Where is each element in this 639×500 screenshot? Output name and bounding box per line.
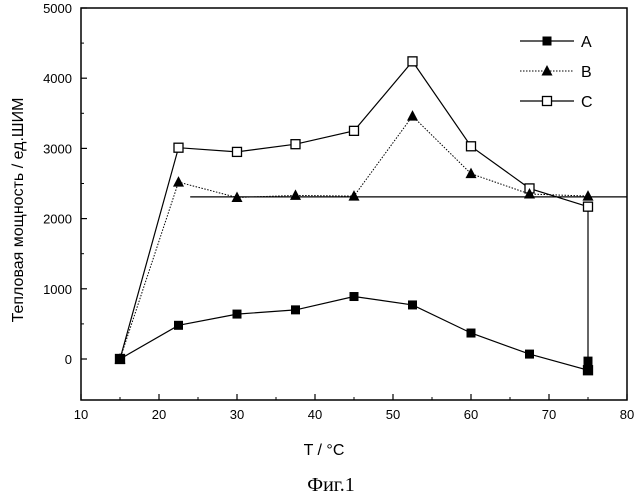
- series-a-point: [349, 292, 359, 302]
- y-tick-label: 1000: [43, 282, 72, 297]
- series-c-point: [407, 56, 418, 67]
- x-ticks: 10 20 30 40 50 60 70 80: [74, 394, 634, 422]
- legend-marker-b: [541, 65, 553, 76]
- x-tick-label: 80: [620, 407, 634, 422]
- x-tick-label: 50: [386, 407, 400, 422]
- series-a: [119, 295, 589, 371]
- series-c: [119, 60, 589, 371]
- figure-caption: Фиг.1: [307, 474, 354, 496]
- series-c-line: [119, 60, 589, 371]
- x-tick-label: 70: [542, 407, 556, 422]
- series-a-point: [291, 305, 300, 315]
- series-a-point: [583, 356, 593, 366]
- x-tick-label: 30: [230, 407, 244, 422]
- y-tick-label: 4000: [43, 71, 72, 86]
- series-a-point: [115, 354, 125, 364]
- series-a-point: [466, 328, 476, 338]
- series-c-point: [348, 125, 360, 136]
- series-c-point: [231, 146, 243, 158]
- legend: ABC: [520, 34, 593, 111]
- series-c-point: [582, 201, 594, 212]
- series-b-point: [524, 188, 535, 199]
- series-a-point: [583, 365, 593, 375]
- series-b-point: [348, 190, 360, 201]
- legend-label-b: B: [581, 64, 592, 81]
- y-tick-label: 0: [65, 352, 72, 367]
- y-axis-title: Тепловая мощность / ед.ШИМ: [10, 98, 27, 323]
- series-b-point: [173, 176, 184, 187]
- x-tick-label: 60: [464, 407, 478, 422]
- series-a-point: [174, 320, 183, 330]
- x-axis-title: T / °C: [304, 442, 345, 459]
- series-b-point: [231, 191, 243, 203]
- series-layer: [114, 56, 594, 376]
- series-b-point: [465, 167, 477, 179]
- series-c-point: [465, 141, 477, 152]
- legend-label-a: A: [581, 34, 592, 51]
- series-b-point: [290, 189, 301, 200]
- y-tick-label: 5000: [43, 1, 72, 16]
- x-tick-label: 40: [308, 407, 322, 422]
- y-tick-label: 2000: [43, 212, 72, 227]
- series-b-point: [582, 190, 594, 201]
- series-c-point: [173, 142, 184, 153]
- plot-area: 10 20 30 40 50 60 70 80 0 1000 2000 3000 4000 5000: [43, 1, 634, 422]
- legend-label-c: C: [581, 94, 593, 111]
- series-a-point: [232, 309, 242, 319]
- series-c-point: [290, 139, 301, 150]
- y-tick-label: 3000: [43, 141, 72, 156]
- series-a-point: [525, 349, 534, 359]
- x-tick-label: 20: [152, 407, 166, 422]
- x-tick-label: 10: [74, 407, 88, 422]
- legend-marker-a: [542, 36, 552, 46]
- series-a-line: [119, 295, 589, 371]
- series-b-point: [407, 110, 418, 121]
- y-ticks: 0 1000 2000 3000 4000 5000: [43, 1, 87, 367]
- series-a-point: [408, 300, 417, 310]
- legend-marker-c: [541, 95, 553, 107]
